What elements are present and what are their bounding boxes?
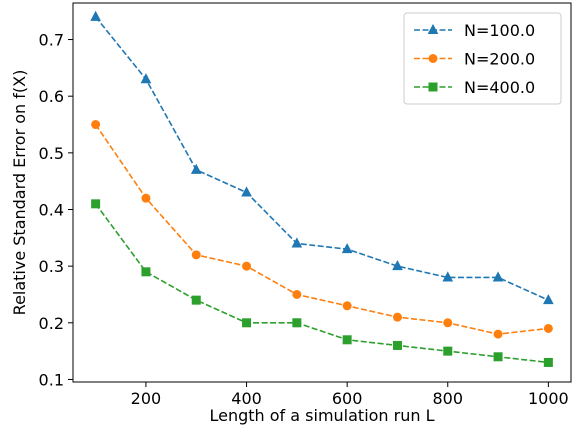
data-point xyxy=(493,329,503,339)
y-axis: 0.1 0.2 0.3 0.4 0.5 0.6 0.7 xyxy=(39,31,73,389)
data-point xyxy=(190,163,202,174)
data-point xyxy=(493,352,503,362)
series-3 xyxy=(91,199,553,367)
legend-item: N=400.0 xyxy=(414,78,535,97)
legend-item: N=100.0 xyxy=(414,21,535,40)
data-point xyxy=(543,357,553,367)
x-tick-label: 200 xyxy=(131,389,162,408)
data-point xyxy=(141,267,151,277)
series-line xyxy=(94,124,549,335)
data-point xyxy=(91,199,101,209)
data-point xyxy=(543,294,554,305)
x-axis: 200 400 600 800 1000 xyxy=(131,382,569,408)
data-point xyxy=(241,186,252,197)
data-point xyxy=(442,271,454,282)
plot-area xyxy=(72,2,572,383)
y-tick-label: 0.2 xyxy=(39,314,64,333)
legend-label: N=400.0 xyxy=(464,78,535,97)
legend-marker xyxy=(427,23,439,34)
data-point xyxy=(191,295,201,305)
data-point xyxy=(242,318,252,328)
x-tick-label: 600 xyxy=(332,389,363,408)
data-point xyxy=(141,193,151,203)
data-point xyxy=(242,261,252,271)
y-tick-label: 0.4 xyxy=(39,200,64,219)
data-point xyxy=(342,301,352,311)
y-tick-label: 0.5 xyxy=(39,144,64,163)
legend-marker xyxy=(428,54,438,63)
series-1 xyxy=(90,10,554,305)
legend-label: N=100.0 xyxy=(464,21,535,40)
data-point xyxy=(392,340,402,350)
legend: N=100.0 N=200.0 N=400.0 xyxy=(403,12,562,105)
y-tick-label: 0.7 xyxy=(39,31,64,50)
series-line xyxy=(95,16,549,301)
series-line xyxy=(94,203,549,364)
data-point xyxy=(443,318,453,328)
data-point xyxy=(492,271,504,282)
data-point xyxy=(443,346,453,356)
data-point xyxy=(543,323,553,333)
x-tick-label: 800 xyxy=(432,389,463,408)
y-tick-label: 0.6 xyxy=(39,87,64,106)
legend-label: N=200.0 xyxy=(464,50,535,69)
data-point xyxy=(191,250,201,260)
data-point xyxy=(140,73,152,84)
x-axis-label: Length of a simulation run L xyxy=(209,406,434,425)
data-point xyxy=(91,120,101,130)
data-point xyxy=(292,318,302,328)
axes-frame xyxy=(72,2,572,383)
data-point xyxy=(392,312,402,322)
x-tick-label: 400 xyxy=(231,389,262,408)
data-point xyxy=(291,237,303,248)
legend-item: N=200.0 xyxy=(414,50,535,69)
series-layer xyxy=(90,10,554,367)
y-axis-label: Relative Standard Error on f(X) xyxy=(10,70,29,316)
data-point xyxy=(292,289,302,299)
y-tick-label: 0.1 xyxy=(39,370,64,389)
series-2 xyxy=(91,120,553,339)
legend-box xyxy=(403,12,562,105)
legend-marker xyxy=(428,82,438,92)
data-point xyxy=(90,10,101,21)
x-tick-label: 1000 xyxy=(528,389,569,408)
data-point xyxy=(392,260,403,271)
data-point xyxy=(341,243,353,254)
y-tick-label: 0.3 xyxy=(39,257,64,276)
data-point xyxy=(342,335,352,345)
